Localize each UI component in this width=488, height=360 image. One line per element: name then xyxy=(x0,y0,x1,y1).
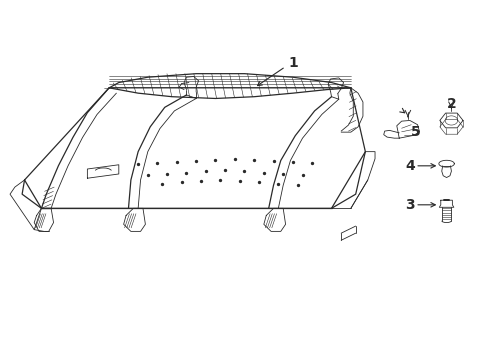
Text: 4: 4 xyxy=(405,159,414,173)
Text: 1: 1 xyxy=(287,56,297,70)
Text: 3: 3 xyxy=(405,198,414,212)
Text: 5: 5 xyxy=(410,125,420,139)
Text: 2: 2 xyxy=(446,97,455,111)
